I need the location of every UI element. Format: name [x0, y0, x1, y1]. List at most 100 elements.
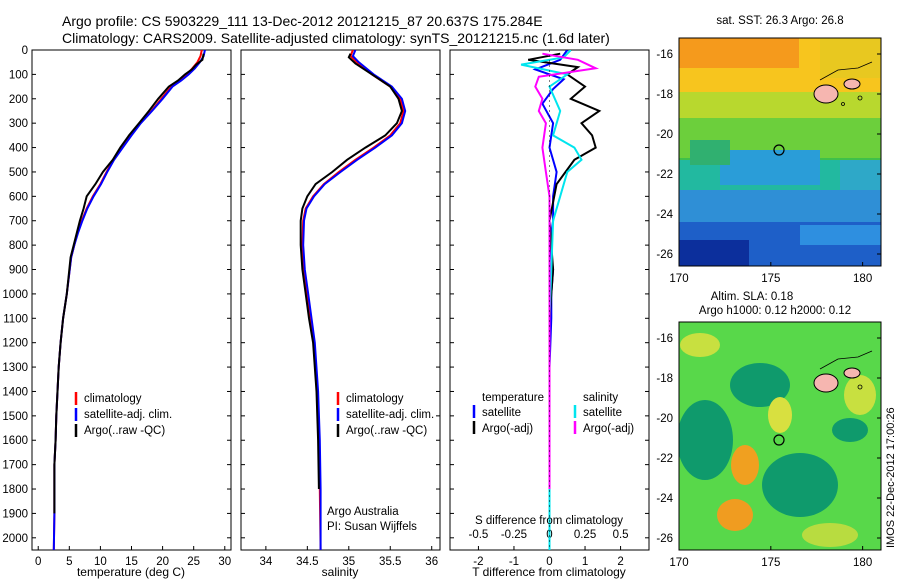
legend-label-t-satellite: satellite: [482, 407, 521, 419]
t-difference-xlabel: T difference from climatology: [472, 565, 626, 579]
argo-australia-label: Argo Australia: [327, 506, 399, 518]
depth-tick-label: 1500: [2, 411, 28, 423]
map-y-tick-label: -26: [656, 249, 673, 261]
depth-axis: 0 100 200 300 400 500 600 700 800 900 1000 1100 1200…: [2, 45, 649, 545]
depth-tick-label: 1300: [2, 362, 28, 374]
map-x-tick-label: 180: [853, 557, 872, 569]
depth-tick-label: 1900: [2, 508, 28, 520]
legend-title-temperature: temperature: [482, 392, 544, 404]
figure-title: Argo profile: CS 5903229_111 13-Dec-2012…: [62, 13, 543, 29]
legend-label-argo: Argo(..raw -QC): [346, 425, 427, 437]
map-y-tick-label: -16: [656, 333, 673, 345]
sla-map: [679, 322, 881, 550]
temperature-x-axis: 0 5 10 15 20 25 30: [35, 546, 231, 568]
pi-label: PI: Susan Wijffels: [327, 521, 417, 533]
legend-label-climatology: climatology: [346, 393, 404, 405]
legend-title-salinity: salinity: [583, 392, 618, 404]
depth-tick-label: 500: [9, 167, 28, 179]
sla-map-subtitle: Argo h1000: 0.12 h2000: 0.12: [699, 305, 851, 317]
legend-label-argo: Argo(..raw -QC): [84, 425, 165, 437]
figure-subtitle: Climatology: CARS2009. Satellite-adjuste…: [62, 30, 610, 46]
series-line: [302, 50, 407, 550]
x-tick-label: 0.25: [574, 529, 596, 541]
x-tick-label: 25: [187, 556, 200, 568]
x-tick-label: 0: [546, 556, 552, 568]
x-tick-label: 10: [94, 556, 107, 568]
map-y-tick-label: -20: [656, 413, 673, 425]
map-x-tick-label: 170: [669, 557, 688, 569]
difference-legend: temperature salinity satellite Argo(-adj…: [472, 392, 634, 435]
x-tick-label: 36: [425, 556, 438, 568]
argo-float-marker: [773, 144, 785, 156]
legend-label-climatology: climatology: [84, 393, 142, 405]
depth-tick-label: 1200: [2, 338, 28, 350]
depth-tick-label: 1400: [2, 386, 28, 398]
imos-timestamp: IMOS 22-Dec-2012 17:00:26: [885, 407, 897, 548]
x-tick-label: 35.5: [379, 556, 401, 568]
map-y-tick-label: -22: [656, 169, 673, 181]
depth-tick-label: 1100: [3, 313, 28, 325]
depth-tick-label: 0: [22, 45, 28, 57]
depth-tick-label: 1600: [2, 435, 28, 447]
map-x-tick-label: 175: [761, 557, 780, 569]
x-tick-label: 34: [259, 556, 272, 568]
map-y-tick-label: -18: [656, 89, 673, 101]
temperature-xlabel: temperature (deg C): [77, 565, 185, 579]
argo-float-marker: [773, 434, 785, 446]
x-tick-label: 15: [125, 556, 138, 568]
x-tick-label: 34.5: [296, 556, 318, 568]
temperature-series: [52, 50, 206, 550]
depth-tick-label: 1800: [2, 484, 28, 496]
sst-map-axes: 170 175 180 -16 -18 -20 -22 -24 -26: [656, 49, 881, 285]
depth-tick-label: 700: [9, 216, 28, 228]
temperature-panel: [31, 49, 232, 551]
map-y-tick-label: -16: [656, 49, 673, 61]
sla-map-title: Altim. SLA: 0.18: [711, 291, 793, 303]
depth-tick-label: 300: [9, 118, 28, 130]
depth-tick-label: 400: [9, 143, 28, 155]
salinity-panel: [240, 49, 441, 551]
x-tick-label: -1: [509, 556, 519, 568]
salinity-x-axis: 34 34.5 35 35.5 36: [259, 546, 438, 568]
depth-tick-label: 100: [9, 69, 28, 81]
salinity-series: [299, 50, 407, 550]
x-tick-label: 0: [35, 556, 41, 568]
x-tick-label: 1: [582, 556, 588, 568]
map-y-tick-label: -18: [656, 373, 673, 385]
sla-map-frame: [678, 321, 882, 551]
map-y-tick-label: -22: [656, 453, 673, 465]
sst-map-frame: [678, 37, 882, 267]
legend-label-satellite: satellite-adj. clim.: [84, 409, 172, 421]
depth-tick-label: 200: [9, 94, 28, 106]
map-y-tick-label: -20: [656, 129, 673, 141]
x-tick-label: 5: [66, 556, 72, 568]
x-tick-label: -0.5: [469, 529, 489, 541]
sst-map: [679, 38, 881, 266]
depth-tick-label: 2000: [2, 533, 28, 545]
difference-series: [520, 50, 602, 550]
sla-map-axes: 170 175 180 -16 -18 -20 -22 -24 -26: [656, 333, 881, 569]
series-line: [299, 53, 403, 490]
series-line: [53, 53, 205, 514]
x-tick-label: -0.25: [501, 529, 527, 541]
s-difference-xlabel: S difference from climatology: [475, 515, 623, 527]
legend-label-t-argo: Argo(-adj): [482, 423, 533, 435]
x-tick-label: 0.5: [613, 529, 629, 541]
map-y-tick-label: -26: [656, 533, 673, 545]
depth-tick-label: 800: [9, 240, 28, 252]
temperature-legend: climatology satellite-adj. clim. Argo(..…: [74, 392, 172, 437]
depth-tick-label: 900: [9, 265, 28, 277]
x-tick-label: 35: [342, 556, 355, 568]
x-tick-label: 30: [218, 556, 231, 568]
map-x-tick-label: 180: [853, 273, 872, 285]
depth-tick-label: 1000: [2, 289, 28, 301]
depth-tick-label: 1700: [2, 460, 28, 472]
x-tick-label: 20: [156, 556, 169, 568]
x-tick-label: 2: [617, 556, 623, 568]
map-x-tick-label: 175: [761, 273, 780, 285]
x-tick-label: -2: [473, 556, 483, 568]
map-y-tick-label: -24: [656, 493, 673, 505]
map-x-tick-label: 170: [669, 273, 688, 285]
legend-label-satellite: satellite-adj. clim.: [346, 409, 434, 421]
